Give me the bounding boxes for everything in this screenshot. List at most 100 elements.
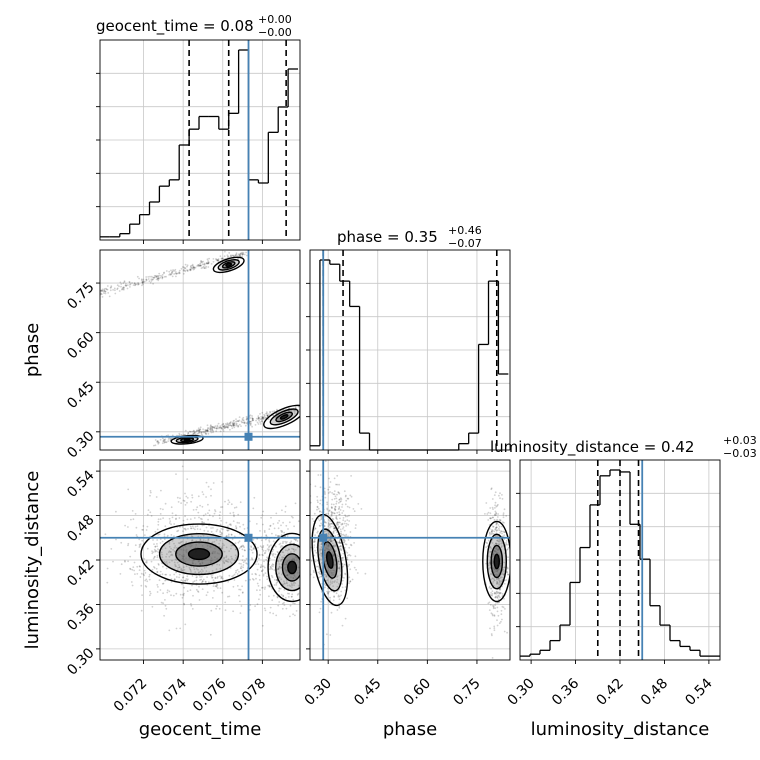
sample-point bbox=[183, 500, 186, 502]
sample-point bbox=[256, 568, 259, 571]
sample-point bbox=[153, 277, 156, 279]
sample-point bbox=[142, 525, 145, 527]
sample-point bbox=[255, 577, 257, 580]
sample-point bbox=[240, 545, 243, 548]
sample-point bbox=[275, 614, 278, 617]
sample-point bbox=[193, 267, 196, 270]
sample-point bbox=[340, 523, 343, 526]
sample-point bbox=[244, 560, 246, 562]
sample-point bbox=[222, 425, 225, 428]
sample-point bbox=[227, 561, 230, 563]
sample-point bbox=[360, 508, 363, 510]
sample-point bbox=[183, 535, 186, 538]
sample-point bbox=[234, 548, 237, 551]
sample-point bbox=[263, 552, 266, 555]
sample-point bbox=[206, 576, 209, 578]
sample-point bbox=[209, 427, 212, 430]
sample-point bbox=[195, 576, 198, 579]
sample-point bbox=[501, 498, 504, 500]
sample-point bbox=[235, 506, 238, 509]
sample-point bbox=[276, 581, 279, 583]
sample-point bbox=[206, 429, 209, 431]
sample-point bbox=[297, 405, 300, 408]
sample-point bbox=[272, 554, 274, 557]
sample-point bbox=[192, 509, 195, 511]
sample-point bbox=[336, 493, 338, 496]
sample-point bbox=[215, 427, 218, 429]
sample-point bbox=[220, 533, 223, 536]
sample-point bbox=[281, 558, 283, 561]
sample-point bbox=[187, 432, 190, 434]
contour-level bbox=[187, 547, 211, 561]
sample-point bbox=[170, 273, 172, 276]
sample-point bbox=[109, 287, 112, 289]
sample-point bbox=[228, 574, 231, 577]
contour-level bbox=[267, 532, 300, 603]
sample-point bbox=[110, 286, 112, 289]
sample-point bbox=[242, 523, 245, 526]
sample-point bbox=[188, 430, 191, 433]
sample-point bbox=[492, 606, 495, 609]
sample-point bbox=[341, 624, 344, 627]
sample-point bbox=[178, 566, 181, 569]
sample-point bbox=[155, 278, 158, 281]
sample-point bbox=[489, 604, 492, 606]
sample-point bbox=[142, 529, 145, 531]
sample-point bbox=[330, 513, 333, 516]
sample-point bbox=[123, 280, 126, 282]
sample-point bbox=[205, 262, 208, 265]
sample-point bbox=[186, 501, 188, 504]
sample-point bbox=[353, 566, 356, 569]
sample-point bbox=[268, 585, 271, 588]
sample-point bbox=[203, 267, 206, 269]
sample-point bbox=[153, 276, 156, 279]
sample-point bbox=[276, 595, 279, 598]
sample-point bbox=[502, 514, 505, 516]
sample-point bbox=[207, 512, 209, 514]
sample-point bbox=[314, 485, 317, 488]
sample-point bbox=[293, 548, 295, 551]
sample-point bbox=[262, 417, 265, 420]
sample-point bbox=[282, 595, 285, 598]
sample-point bbox=[257, 423, 260, 425]
sample-point bbox=[293, 584, 296, 587]
sample-point bbox=[229, 428, 231, 431]
sample-point bbox=[226, 425, 228, 428]
sample-point bbox=[201, 588, 204, 590]
sample-point bbox=[327, 512, 330, 515]
sample-point bbox=[486, 513, 489, 515]
sample-point bbox=[178, 573, 181, 576]
sample-point bbox=[233, 255, 235, 257]
sample-point bbox=[232, 420, 235, 422]
sample-point bbox=[100, 293, 103, 296]
sample-point bbox=[128, 281, 131, 284]
sample-point bbox=[178, 272, 181, 275]
sample-point bbox=[157, 586, 159, 588]
sample-point bbox=[273, 556, 276, 559]
sample-point bbox=[317, 565, 320, 568]
sample-point bbox=[278, 535, 281, 537]
sample-point bbox=[271, 599, 274, 602]
sample-point bbox=[274, 579, 276, 581]
sample-point bbox=[264, 609, 267, 612]
sample-point bbox=[231, 538, 234, 541]
sample-point bbox=[225, 426, 228, 429]
sample-point bbox=[225, 535, 228, 538]
sample-point bbox=[278, 519, 281, 522]
sample-point bbox=[155, 276, 158, 279]
sample-point bbox=[239, 567, 242, 569]
panel-border bbox=[99, 39, 301, 241]
sample-point bbox=[266, 414, 269, 417]
sample-point bbox=[216, 583, 218, 586]
sample-point bbox=[171, 540, 174, 542]
sample-point bbox=[135, 283, 138, 286]
sample-point bbox=[204, 432, 207, 434]
sample-point bbox=[167, 551, 170, 554]
sample-point bbox=[230, 254, 232, 257]
sample-point bbox=[157, 279, 160, 282]
sample-point bbox=[222, 425, 225, 428]
sample-point bbox=[231, 421, 234, 424]
sample-point bbox=[243, 421, 246, 423]
xtick-label-luminosity_distance: 0.30 bbox=[505, 676, 538, 709]
sample-point bbox=[288, 548, 290, 551]
